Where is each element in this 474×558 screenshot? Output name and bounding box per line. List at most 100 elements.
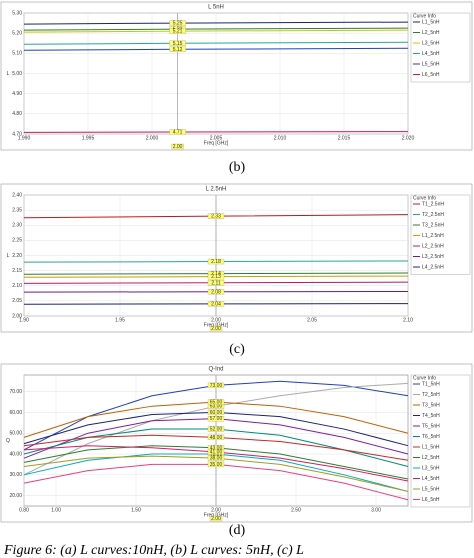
legend	[410, 194, 471, 275]
marker-label: 2.00	[173, 144, 183, 150]
chart: L 5nH 4.70 4.80 4.90 5.00 5.10 5.20 5.30 1.990 1.…	[0, 1, 473, 151]
y-tick-label: 2.25	[12, 238, 22, 244]
y-tick-label: 2.30	[12, 223, 22, 229]
value-label: 2.08	[211, 289, 221, 295]
y-tick-label: 2.40	[12, 192, 22, 198]
legend-label: L3_5nH	[422, 40, 440, 46]
value-box	[169, 40, 186, 46]
value-box	[207, 426, 225, 432]
legend-label: L3_5nH	[422, 465, 440, 471]
x-tick-label: 2.005	[210, 135, 223, 141]
y-tick-label: 5.20	[12, 30, 22, 36]
legend	[410, 12, 471, 83]
value-label: 57.00	[210, 416, 223, 422]
value-box	[207, 416, 225, 422]
x-tick-label: 2.00	[211, 317, 221, 323]
legend-label: L5_5nH	[422, 61, 440, 67]
value-box	[207, 382, 225, 389]
value-box	[207, 461, 225, 468]
panel-caption: (b)	[229, 160, 246, 175]
legend-label: L3_2.5nH	[422, 254, 444, 260]
panel-caption: (d)	[229, 523, 246, 538]
legend-label: L1_2.5nH	[422, 233, 444, 239]
legend	[410, 374, 471, 508]
value-label: 2.13	[211, 274, 221, 280]
y-tick-label: 50.00	[9, 431, 22, 437]
value-label: 2.11	[211, 280, 221, 286]
value-label: 5.21	[173, 29, 183, 35]
chart: Q-Ind 20.00 30.00 40.00 50.00 60.00 70.00 0.80 1…	[0, 363, 473, 523]
legend-label: L1_5nH	[422, 444, 440, 450]
x-tick-label: 0.80	[19, 507, 29, 513]
value-label: 43.00	[210, 445, 223, 451]
legend-title: Curve Info	[413, 375, 436, 381]
x-tick-label: 2.10	[403, 317, 413, 323]
y-tick-label: 2.35	[12, 207, 22, 213]
chart: L 2.5nH 2.00 2.05 2.10 2.15 2.20 2.25 2.30 2.35 2…	[0, 183, 473, 333]
y-tick-label: 60.00	[9, 410, 22, 416]
y-tick-label: 5.00	[12, 71, 22, 77]
legend-title: Curve Info	[413, 13, 436, 19]
x-tick-label: 2.50	[291, 507, 301, 513]
value-label: 2.04	[211, 301, 221, 307]
value-label: 2.18	[211, 259, 221, 265]
value-label: 35.00	[210, 462, 223, 468]
legend-label: T3_5nH	[422, 402, 440, 408]
x-tick-label: 2.00	[211, 507, 221, 513]
x-tick-label: 1.990	[18, 135, 31, 141]
marker-box	[171, 143, 184, 150]
x-tick-label: 2.020	[402, 135, 415, 141]
value-box	[207, 449, 225, 455]
value-box	[169, 129, 186, 135]
y-tick-label: 4.70	[12, 131, 22, 137]
x-tick-label: 1.50	[131, 507, 141, 513]
legend-label: L6_5nH	[422, 72, 440, 78]
value-box	[169, 28, 186, 34]
y-tick-label: 2.00	[12, 313, 22, 319]
value-box	[207, 280, 225, 286]
panel-caption: (c)	[229, 342, 245, 357]
value-label: 73.00	[210, 383, 223, 389]
marker-label: 2.00	[211, 326, 221, 332]
value-label: 5.15	[173, 41, 183, 47]
legend-label: T4_5nH	[422, 413, 440, 419]
x-axis-label: Freq [GHz]	[204, 512, 229, 518]
x-tick-label: 2.015	[338, 135, 351, 141]
value-label: 65.00	[210, 400, 223, 406]
y-tick-label: 4.90	[12, 91, 22, 97]
value-label: 5.25	[173, 21, 183, 27]
value-box	[207, 409, 225, 416]
value-box	[169, 46, 186, 52]
x-tick-label: 1.995	[82, 135, 95, 141]
x-tick-label: 3.00	[371, 507, 381, 513]
y-axis-label: L	[7, 253, 10, 259]
legend-label: T6_5nH	[422, 434, 440, 440]
y-tick-label: 30.00	[9, 472, 22, 478]
value-label: 38.00	[210, 456, 223, 462]
legend-label: L4_5nH	[422, 476, 440, 482]
y-tick-label: 70.00	[9, 389, 22, 395]
value-label: 63.00	[210, 404, 223, 410]
x-tick-label: 1.95	[115, 317, 125, 323]
value-label: 48.00	[210, 435, 223, 441]
x-axis-label: Freq [GHz]	[204, 322, 229, 328]
value-label: 52.00	[210, 427, 223, 433]
y-tick-label: 2.10	[12, 283, 22, 289]
value-label: 4.71	[173, 130, 183, 136]
y-tick-label: 20.00	[9, 493, 22, 499]
x-tick-label: 2.05	[307, 317, 317, 323]
legend-label: T1_2.5nH	[422, 201, 444, 207]
value-label: 60.00	[210, 410, 223, 416]
x-tick-label: 1.00	[51, 507, 61, 513]
chart-title: L 5nH	[208, 5, 224, 11]
legend-label: L5_5nH	[422, 486, 440, 492]
value-box	[169, 20, 186, 26]
legend-label: L6_5nH	[422, 497, 440, 503]
value-box	[207, 455, 225, 461]
legend-label: T2_2.5nH	[422, 212, 444, 218]
legend-label: L1_5nH	[422, 19, 440, 25]
y-axis-label: Q	[6, 438, 10, 444]
legend-label: T2_5nH	[422, 392, 440, 398]
y-tick-label: 40.00	[9, 451, 22, 457]
